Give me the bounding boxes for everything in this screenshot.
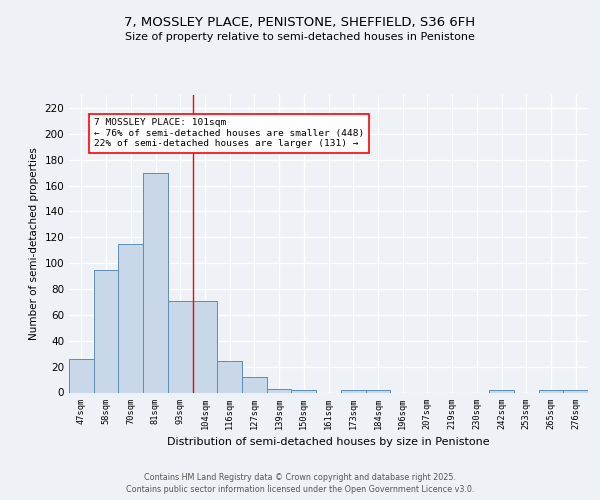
Bar [118,244,143,392]
Bar [242,377,267,392]
Bar [341,390,365,392]
Text: Contains HM Land Registry data © Crown copyright and database right 2025.
Contai: Contains HM Land Registry data © Crown c… [126,472,474,494]
Bar [292,390,316,392]
Bar [94,270,118,392]
Bar [539,390,563,392]
Bar [143,172,168,392]
X-axis label: Distribution of semi-detached houses by size in Penistone: Distribution of semi-detached houses by … [167,437,490,447]
Bar [489,390,514,392]
Bar [69,359,94,392]
Bar [267,388,292,392]
Bar [365,390,390,392]
Bar [193,300,217,392]
Bar [217,362,242,392]
Text: 7, MOSSLEY PLACE, PENISTONE, SHEFFIELD, S36 6FH: 7, MOSSLEY PLACE, PENISTONE, SHEFFIELD, … [124,16,476,29]
Bar [563,390,588,392]
Text: 7 MOSSLEY PLACE: 101sqm
← 76% of semi-detached houses are smaller (448)
22% of s: 7 MOSSLEY PLACE: 101sqm ← 76% of semi-de… [94,118,364,148]
Text: Size of property relative to semi-detached houses in Penistone: Size of property relative to semi-detach… [125,32,475,42]
Y-axis label: Number of semi-detached properties: Number of semi-detached properties [29,148,39,340]
Bar [168,300,193,392]
